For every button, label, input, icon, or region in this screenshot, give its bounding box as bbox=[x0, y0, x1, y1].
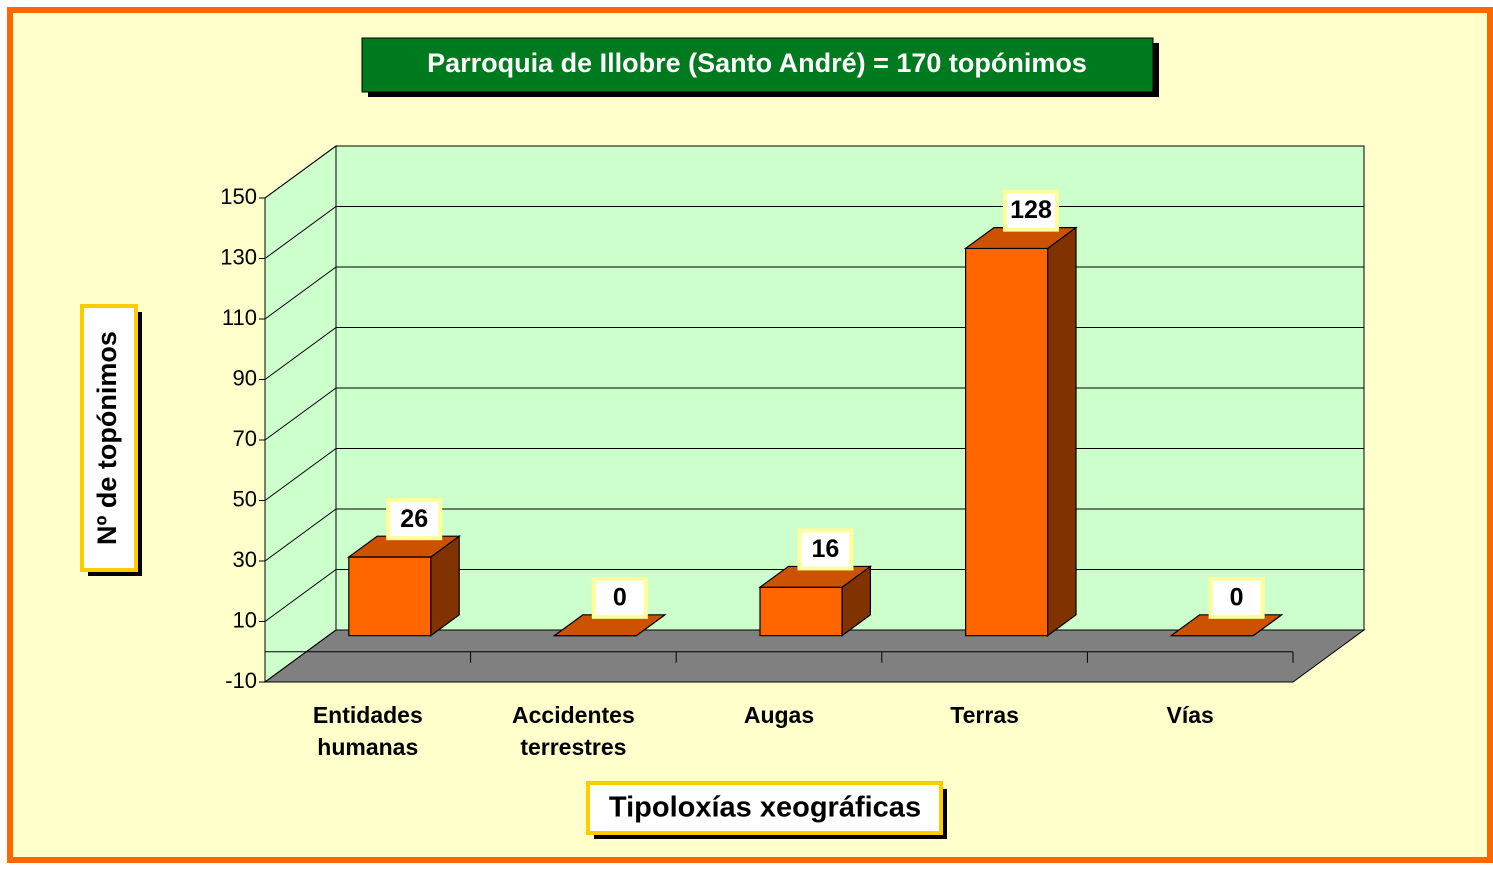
x-axis-title: Tipoloxías xeográficas bbox=[609, 792, 921, 824]
bar bbox=[346, 534, 462, 637]
chart-title: Parroquia de Illobre (Santo André) = 170… bbox=[427, 48, 1087, 78]
y-tick-label: 90 bbox=[233, 365, 257, 390]
y-title-box bbox=[80, 304, 138, 572]
y-axis-title: Nº de topónimos bbox=[92, 331, 122, 545]
x-tick-label-line: Accidentes bbox=[512, 702, 635, 728]
y-tick-label: 10 bbox=[233, 607, 257, 632]
value-label: 0 bbox=[613, 583, 627, 611]
value-label-box bbox=[1003, 189, 1060, 232]
y-tick-label: 130 bbox=[220, 244, 257, 269]
value-label-box bbox=[797, 528, 854, 571]
y-tick-label: 50 bbox=[233, 486, 257, 511]
value-label-box bbox=[591, 576, 648, 619]
x-title-box bbox=[586, 781, 943, 835]
grid-line bbox=[264, 145, 1364, 199]
bar-top bbox=[346, 535, 462, 558]
value-label-box bbox=[386, 498, 443, 541]
x-tick-label: Augas bbox=[744, 702, 814, 728]
title-box bbox=[361, 37, 1154, 93]
x-tick-label-line: terrestres bbox=[520, 734, 626, 760]
y-tick-label: -10 bbox=[225, 668, 257, 693]
bar-top bbox=[1169, 614, 1284, 637]
bar bbox=[963, 226, 1078, 637]
y-tick-label: 70 bbox=[233, 426, 257, 451]
x-tick-label-line: humanas bbox=[317, 734, 418, 760]
x-tick-label: Vías bbox=[1167, 702, 1214, 728]
bar-front bbox=[965, 247, 1049, 637]
bar-front bbox=[348, 556, 432, 637]
x-tick-label: Entidades humanas bbox=[313, 702, 423, 760]
y-tick-label: 30 bbox=[233, 547, 257, 572]
bar-top bbox=[963, 227, 1078, 250]
bar bbox=[552, 614, 667, 637]
x-tick-label: Terras bbox=[950, 702, 1019, 728]
value-label-box bbox=[1208, 576, 1265, 619]
bar-side bbox=[1047, 226, 1077, 637]
bar-front bbox=[759, 586, 843, 637]
x-tick-label: Accidentes terrestres bbox=[512, 702, 635, 760]
value-label: 16 bbox=[812, 535, 840, 563]
value-label: 128 bbox=[1010, 196, 1052, 224]
bar-top bbox=[758, 565, 873, 588]
x-tick-label-line: Entidades bbox=[313, 702, 423, 728]
floor bbox=[263, 629, 1366, 683]
y-tick-label: 150 bbox=[220, 184, 257, 209]
value-label: 0 bbox=[1230, 583, 1244, 611]
bar-top bbox=[552, 614, 667, 637]
value-label: 26 bbox=[400, 505, 428, 533]
bar bbox=[758, 565, 873, 637]
y-tick-label: 110 bbox=[222, 305, 257, 330]
bar bbox=[1169, 614, 1284, 637]
